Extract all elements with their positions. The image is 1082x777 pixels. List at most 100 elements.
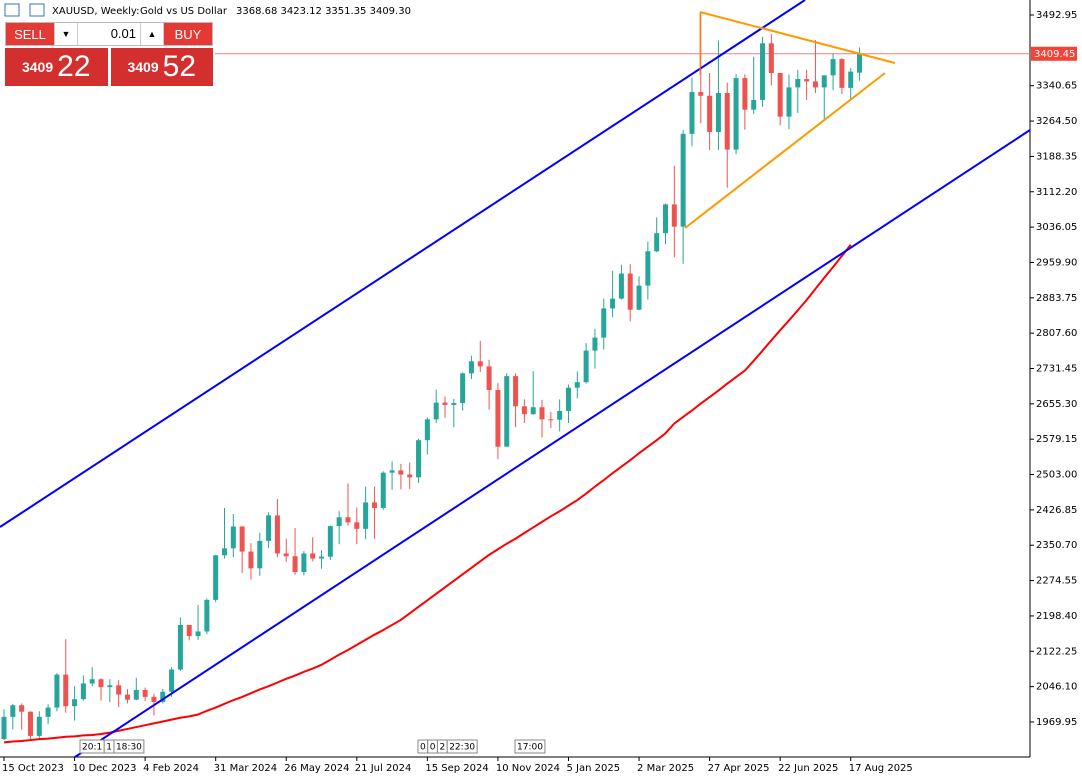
candle-body — [72, 699, 78, 707]
candle-body — [451, 403, 457, 405]
candle-body — [416, 440, 422, 478]
candle-body — [812, 81, 818, 88]
candle-body — [319, 556, 325, 559]
x-tick-label: 27 Apr 2025 — [708, 763, 770, 774]
volume-input[interactable]: 0.01 — [110, 26, 136, 41]
moving-average — [3, 244, 852, 744]
candle-body — [486, 366, 492, 391]
candle-body — [107, 685, 113, 688]
y-tick-label: 2655.30 — [1036, 399, 1077, 410]
chart-title: XAUUSD, Weekly: — [52, 6, 139, 17]
x-tick-label: 10 Dec 2023 — [73, 763, 137, 774]
candle-body — [548, 419, 554, 421]
bid-big: 22 — [57, 50, 91, 83]
candle-body — [310, 553, 316, 559]
x-tick-label: 15 Sep 2024 — [425, 763, 488, 774]
candle-body — [98, 679, 104, 688]
candle-body — [239, 526, 245, 552]
candle-body — [627, 273, 633, 310]
candle-body — [116, 685, 122, 695]
candle-body — [795, 79, 801, 88]
candle-body — [654, 233, 660, 252]
candle-body — [504, 376, 510, 447]
candle-body — [283, 553, 289, 557]
candle-body — [601, 308, 607, 338]
candle-body — [266, 515, 272, 541]
candle-body — [539, 407, 545, 420]
candle-body — [663, 204, 668, 234]
candle-body — [724, 92, 730, 150]
candle-body — [63, 674, 69, 707]
candle-body — [786, 87, 792, 117]
x-tick-label: 26 May 2024 — [284, 763, 349, 774]
price-row: 3409 22 3409 52 — [5, 48, 213, 86]
x-tick-label: 17 Aug 2025 — [849, 763, 913, 774]
candle-body — [715, 92, 721, 132]
candle-body — [230, 526, 236, 549]
chart-subtitle: Gold vs US Dollar — [140, 6, 228, 17]
event-marker: 0 — [430, 743, 436, 753]
candle-body — [177, 624, 183, 670]
x-tick-label: 5 Jan 2025 — [566, 763, 620, 774]
event-marker: 17:00 — [517, 743, 543, 753]
candle-body — [857, 53, 863, 73]
candle-body — [407, 474, 413, 478]
y-tick-label: 2198.40 — [1036, 611, 1077, 622]
y-tick-label: 2046.10 — [1036, 682, 1077, 693]
event-marker: 22:30 — [449, 743, 475, 753]
candle-body — [336, 517, 342, 527]
ask-box[interactable]: 3409 52 — [110, 48, 213, 86]
candle-body — [733, 78, 739, 150]
candle-body — [186, 624, 192, 637]
y-tick-label: 2350.70 — [1036, 540, 1077, 551]
candle-body — [398, 470, 404, 475]
candle-body — [433, 402, 439, 420]
candle-body — [10, 705, 16, 717]
candle-body — [742, 78, 748, 110]
last-price-label: 3409.45 — [1034, 49, 1075, 60]
sell-button[interactable]: SELL — [6, 23, 54, 45]
candle-body — [671, 204, 677, 227]
candle-body — [292, 556, 298, 573]
candle-body — [36, 716, 42, 736]
candle-body — [274, 515, 280, 554]
candle-body — [389, 470, 395, 473]
y-tick-label: 2807.60 — [1036, 328, 1077, 339]
candle-body — [751, 99, 757, 110]
volume-down[interactable]: ▼ — [54, 23, 78, 45]
candle-body — [707, 95, 713, 132]
y-tick-label: 3264.50 — [1036, 116, 1077, 127]
candle-body — [133, 689, 139, 700]
candle-body — [495, 390, 501, 447]
buy-button[interactable]: BUY — [164, 23, 212, 45]
y-tick-label: 3112.20 — [1036, 187, 1077, 198]
candle-body — [204, 599, 210, 632]
candle-body — [380, 472, 386, 508]
candle-body — [513, 376, 519, 407]
y-tick-label: 1969.95 — [1036, 717, 1077, 728]
candle-body — [521, 406, 527, 415]
candle-body — [460, 373, 466, 404]
drawings — [0, 0, 1031, 758]
candle-body — [363, 502, 369, 529]
event-marker: 20:1 — [82, 743, 102, 753]
triangle-upper — [699, 11, 896, 64]
candle-body — [768, 43, 774, 74]
volume-up[interactable]: ▲ — [140, 23, 164, 45]
bid-box[interactable]: 3409 22 — [5, 48, 108, 86]
y-tick-label: 2274.55 — [1036, 576, 1077, 587]
x-tick-label: 31 Mar 2024 — [214, 763, 277, 774]
candle-body — [689, 92, 695, 134]
candle-body — [848, 71, 854, 88]
candle-body — [169, 669, 175, 692]
candle-body — [557, 410, 563, 420]
y-tick-label: 2426.85 — [1036, 505, 1077, 516]
candle-body — [222, 548, 227, 556]
candle-body — [804, 79, 810, 82]
y-tick-label: 2731.45 — [1036, 363, 1077, 374]
y-tick-label: 3492.95 — [1036, 10, 1077, 21]
x-tick-label: 10 Nov 2024 — [496, 763, 560, 774]
